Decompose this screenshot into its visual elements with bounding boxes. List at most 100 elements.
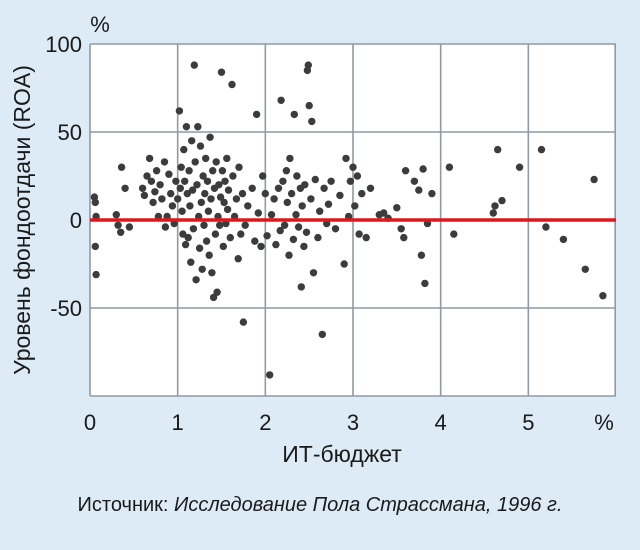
- data-point: [238, 189, 247, 198]
- data-point: [305, 101, 313, 110]
- data-point: [204, 207, 213, 215]
- data-point: [380, 209, 388, 217]
- data-point: [212, 158, 220, 166]
- x-tick-label: 2: [259, 410, 271, 435]
- y-axis-title: Уровень фондоотдачи (ROA): [9, 65, 35, 375]
- data-point: [224, 186, 233, 194]
- data-point: [498, 196, 506, 205]
- data-point: [289, 235, 298, 244]
- data-point: [581, 265, 589, 273]
- x-tick-label: 4: [435, 410, 447, 435]
- data-point: [138, 184, 147, 192]
- data-point: [193, 181, 201, 189]
- data-point: [336, 191, 344, 200]
- data-point: [239, 318, 248, 326]
- data-point: [202, 237, 211, 245]
- data-point: [202, 154, 210, 163]
- data-point: [216, 221, 224, 229]
- data-point: [117, 228, 125, 236]
- data-point: [263, 232, 271, 240]
- data-point: [293, 172, 301, 180]
- data-point: [178, 207, 186, 215]
- data-point: [283, 198, 291, 207]
- data-point: [114, 221, 122, 229]
- data-point: [270, 195, 278, 203]
- data-point: [188, 186, 197, 194]
- data-point: [285, 251, 293, 259]
- data-point: [145, 154, 154, 163]
- data-point: [218, 167, 227, 175]
- data-point: [366, 184, 375, 192]
- data-point: [219, 242, 227, 251]
- data-point: [259, 172, 267, 180]
- data-point: [175, 107, 184, 115]
- data-point: [277, 96, 285, 105]
- data-point: [180, 145, 188, 154]
- data-point: [187, 258, 195, 266]
- data-point: [152, 167, 161, 175]
- data-point: [165, 170, 173, 178]
- data-point: [192, 276, 200, 284]
- data-point: [251, 237, 259, 245]
- data-point: [421, 279, 429, 288]
- data-point: [186, 202, 194, 210]
- x-tick-label: 3: [347, 410, 359, 435]
- data-point: [397, 225, 405, 233]
- data-point: [279, 177, 287, 185]
- data-point: [248, 184, 256, 192]
- data-point: [189, 225, 198, 233]
- data-point: [216, 193, 225, 201]
- data-point: [261, 189, 269, 198]
- y-tick-label: -50: [50, 296, 82, 321]
- data-point: [515, 163, 524, 171]
- data-point: [209, 293, 218, 302]
- data-point: [143, 172, 151, 180]
- data-point: [195, 244, 204, 252]
- data-point: [309, 269, 318, 277]
- data-point: [161, 223, 170, 231]
- data-point: [280, 221, 289, 229]
- data-point: [174, 195, 182, 203]
- data-point: [494, 145, 502, 154]
- data-point: [158, 195, 166, 203]
- data-point: [307, 195, 315, 203]
- data-point: [410, 177, 419, 185]
- data-point: [91, 198, 100, 207]
- data-point: [223, 154, 231, 163]
- data-point: [244, 202, 252, 210]
- data-point: [349, 163, 357, 171]
- data-point: [316, 207, 324, 215]
- source-caption: Источник: Исследование Пола Страссмана, …: [0, 494, 640, 517]
- data-point: [489, 209, 497, 217]
- data-point: [215, 181, 223, 189]
- x-unit-label: %: [594, 410, 614, 435]
- scatter-chart: 100 50 0 -50 0 1 2 3 4 5%% ИТ-бюджет Уровень фондоо…: [9, 12, 617, 467]
- data-point: [300, 242, 308, 251]
- data-point: [172, 177, 180, 185]
- data-point: [176, 184, 184, 192]
- data-point: [331, 225, 340, 233]
- data-point: [168, 202, 177, 210]
- data-point: [537, 145, 546, 154]
- data-point: [91, 242, 100, 251]
- data-point: [188, 137, 196, 145]
- data-point: [199, 172, 207, 180]
- data-point: [302, 228, 311, 236]
- data-point: [125, 223, 134, 231]
- data-point: [590, 175, 598, 184]
- data-point: [445, 163, 454, 171]
- data-point: [267, 211, 276, 219]
- data-point: [304, 61, 312, 69]
- data-point: [208, 269, 216, 277]
- data-point: [318, 330, 326, 339]
- data-point: [353, 172, 362, 180]
- data-point: [314, 233, 322, 242]
- data-point: [327, 177, 335, 185]
- source-prefix: Источник:: [77, 494, 175, 516]
- data-point: [167, 189, 175, 198]
- data-point: [206, 133, 214, 141]
- x-tick-label: 1: [172, 410, 184, 435]
- data-point: [191, 158, 199, 166]
- y-tick-label: 0: [70, 208, 82, 233]
- data-point: [181, 240, 190, 249]
